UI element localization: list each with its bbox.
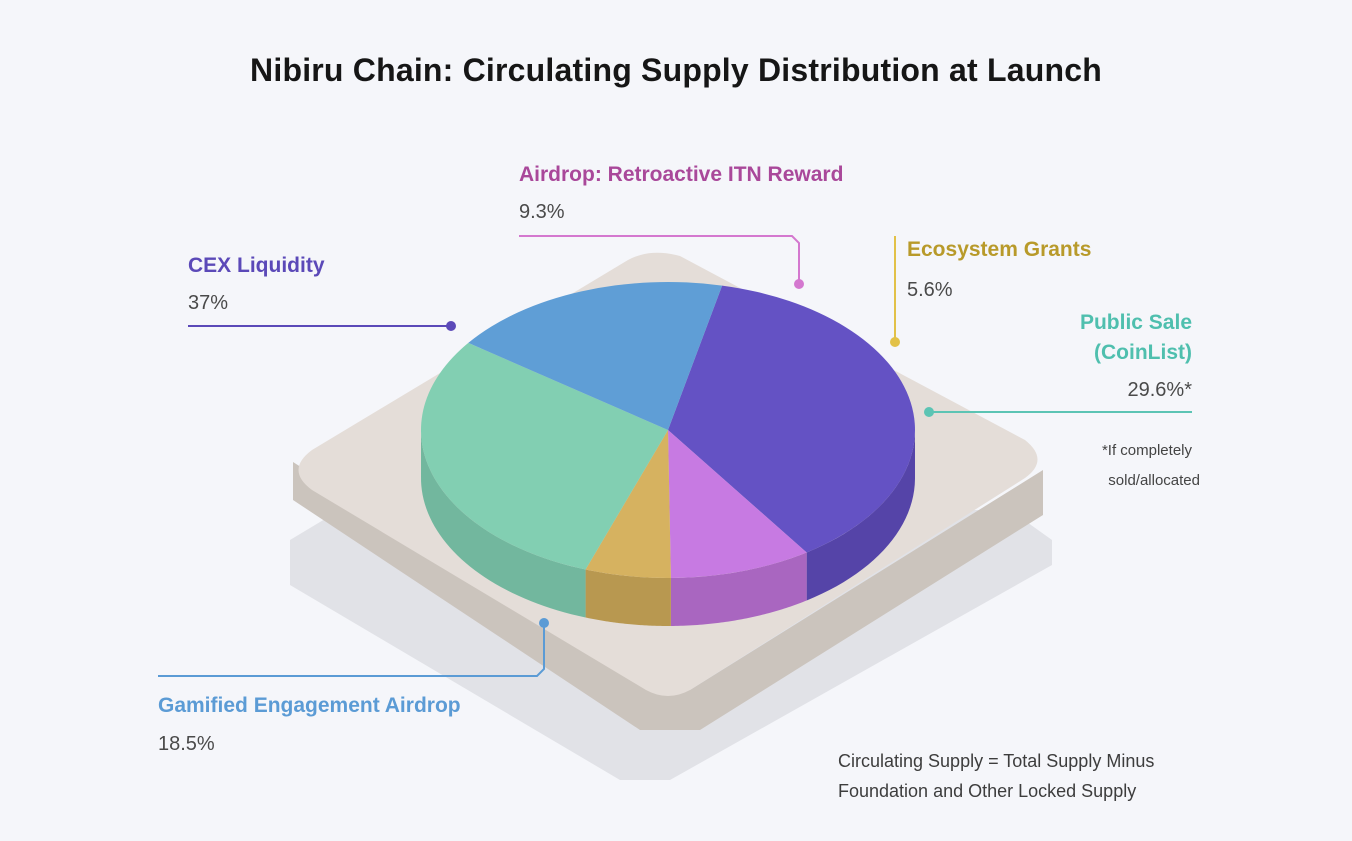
pie-slice-airdrop-retroactive-itn-reward bbox=[668, 430, 807, 578]
pie-side-airdrop-retroactive-itn-reward bbox=[670, 552, 807, 626]
leader-airdrop-itn bbox=[519, 235, 800, 284]
pie-side-public-sale-coinlist bbox=[421, 428, 586, 618]
label-gamified-airdrop: Gamified Engagement Airdrop bbox=[158, 694, 461, 717]
pie-slice-ecosystem-grants bbox=[585, 430, 671, 579]
leader-airdrop-itn-dot bbox=[794, 279, 804, 289]
pct-airdrop-itn: 9.3% bbox=[519, 201, 565, 223]
pie-sides bbox=[421, 428, 915, 626]
pct-public-sale: 29.6%* bbox=[1127, 379, 1193, 401]
label-airdrop-itn: Airdrop: Retroactive ITN Reward bbox=[519, 163, 844, 186]
asterisk-note-line1: *If completely bbox=[1101, 442, 1192, 459]
pct-gamified-airdrop: 18.5% bbox=[158, 733, 215, 755]
footer-note-line2: Foundation and Other Locked Supply bbox=[838, 781, 1137, 801]
pie-side-cex-liquidity bbox=[806, 430, 915, 601]
leader-gamified bbox=[158, 623, 545, 677]
pie-slice-public-sale-coinlist bbox=[420, 342, 668, 570]
label-public-sale-line1: Public Sale bbox=[1079, 311, 1192, 334]
leader-cex-dot bbox=[446, 321, 456, 331]
asterisk-note-line2: sold/allocated bbox=[1108, 472, 1200, 489]
platform-side bbox=[293, 462, 1043, 730]
leader-ecosystem-dot bbox=[890, 337, 900, 347]
pie-side-ecosystem-grants bbox=[585, 569, 671, 626]
pct-cex-liquidity: 37% bbox=[188, 292, 229, 314]
leader-lines bbox=[158, 235, 1192, 677]
footer-note-line1: Circulating Supply = Total Supply Minus bbox=[838, 751, 1155, 771]
label-ecosystem-grants: Ecosystem Grants bbox=[907, 238, 1092, 261]
leader-public-sale-dot bbox=[924, 407, 934, 417]
label-cex-liquidity: CEX Liquidity bbox=[188, 254, 325, 277]
chart-title: Nibiru Chain: Circulating Supply Distrib… bbox=[250, 52, 1102, 88]
leader-gamified-dot bbox=[539, 618, 549, 628]
pie-slice-cex-liquidity bbox=[668, 285, 916, 553]
label-public-sale-line2: (CoinList) bbox=[1094, 341, 1192, 364]
pct-ecosystem-grants: 5.6% bbox=[907, 279, 953, 301]
pie-slice-gamified-engagement-airdrop bbox=[468, 282, 723, 430]
pie-tops bbox=[420, 282, 916, 579]
